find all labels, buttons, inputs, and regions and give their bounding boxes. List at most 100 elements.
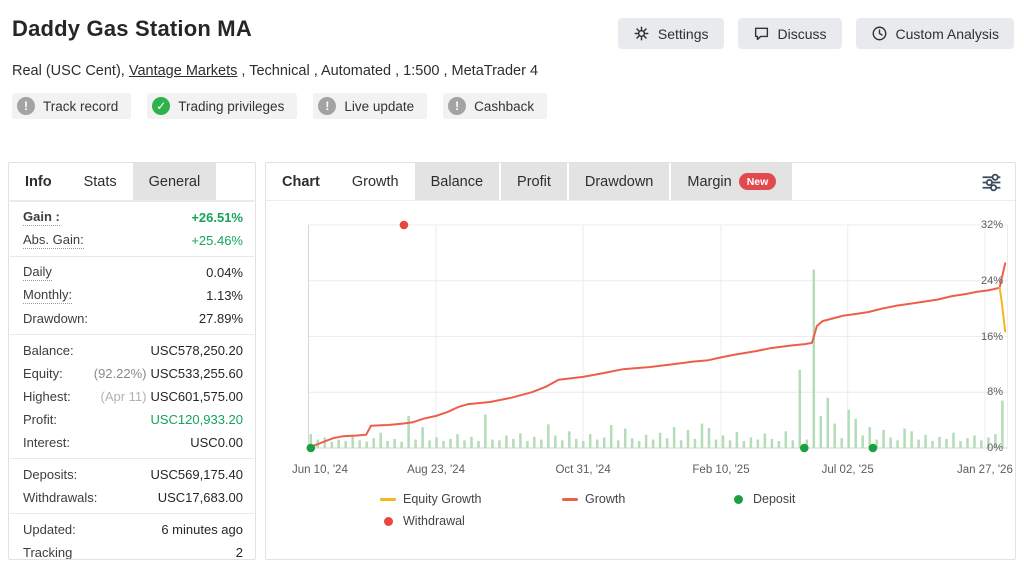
stat-row-equity: Equity: (92.22%) USC533,255.60 — [10, 362, 254, 385]
stat-label: Updated: — [23, 522, 76, 537]
stat-label: Drawdown: — [23, 311, 89, 326]
stat-row-daily: Daily 0.04% — [10, 261, 254, 284]
gear-icon — [633, 25, 650, 42]
gain-group: Gain : +26.51% Abs. Gain: +25.46% — [10, 201, 254, 256]
stat-value: 0.04% — [206, 265, 243, 280]
header-actions: Settings Discuss Custom Analysis — [617, 16, 1014, 49]
discuss-button[interactable]: Discuss — [737, 18, 842, 49]
chart-legend: Equity Growth Growth Deposit Withdrawal — [266, 492, 1015, 534]
stat-value: USC0.00 — [190, 435, 243, 450]
page-title: Daddy Gas Station MA — [12, 16, 252, 41]
legend-label: Equity Growth — [403, 492, 482, 506]
new-badge: New — [738, 173, 777, 190]
stats-tabbar: Info Stats General — [9, 163, 255, 201]
growth-chart[interactable]: 0% 8% 16% 24% 32% — [266, 215, 1011, 458]
stat-label: Highest: — [23, 389, 71, 404]
stat-label[interactable]: Gain : — [23, 209, 60, 226]
badge-track-record[interactable]: ! Track record — [12, 93, 132, 119]
x-tick-label: Jan 27, '26 — [956, 464, 1013, 476]
stat-label[interactable]: Monthly: — [23, 287, 73, 304]
legend-label: Growth — [585, 492, 626, 506]
stat-label: Interest: — [23, 435, 70, 450]
tab-stats[interactable]: Stats — [83, 173, 117, 190]
y-tick-label: 0% — [987, 442, 1003, 454]
custom-analysis-button[interactable]: Custom Analysis — [855, 18, 1014, 49]
page-header: Daddy Gas Station MA Settings Discuss Cu… — [0, 0, 1024, 49]
stat-row-deposits: Deposits: USC569,175.40 — [10, 463, 254, 486]
stat-row-monthly: Monthly: 1.13% — [10, 284, 254, 307]
x-tick-label: Jul 02, '25 — [821, 464, 874, 476]
stat-row-withdrawals: Withdrawals: USC17,683.00 — [10, 486, 254, 509]
tab-info[interactable]: Info — [25, 173, 52, 190]
x-tick-label: Jun 10, '24 — [291, 464, 348, 476]
legend-label: Deposit — [753, 492, 796, 506]
tab-balance[interactable]: Balance — [414, 163, 502, 200]
chart-tabbar: Chart Growth Balance Profit Drawdown Mar… — [266, 163, 1015, 201]
highest-date: (Apr 11) — [100, 389, 147, 404]
tab-drawdown[interactable]: Drawdown — [568, 163, 672, 200]
settings-button[interactable]: Settings — [617, 18, 724, 49]
stat-value: USC533,255.60 — [150, 366, 243, 381]
badge-label: Cashback — [474, 98, 535, 114]
chat-icon — [753, 25, 770, 42]
check-icon: ✓ — [152, 97, 171, 115]
exclamation-icon: ! — [448, 97, 467, 115]
legend-deposit[interactable]: Deposit — [730, 492, 795, 506]
tab-profit[interactable]: Profit — [501, 163, 569, 200]
equity-percent: (92.22%) — [93, 366, 147, 381]
exclamation-icon: ! — [17, 97, 35, 115]
badge-trading-privileges[interactable]: ✓ Trading privileges — [147, 93, 298, 119]
stat-row-highest: Highest: (Apr 11) USC601,575.00 — [10, 385, 254, 408]
badge-live-update[interactable]: ! Live update — [313, 93, 428, 119]
chart-panel: Chart Growth Balance Profit Drawdown Mar… — [265, 162, 1016, 560]
stat-label: Deposits: — [23, 467, 78, 482]
tab-growth[interactable]: Growth — [351, 173, 399, 190]
chart-filter-icon[interactable] — [980, 171, 1003, 199]
stat-label[interactable]: Daily — [23, 264, 52, 281]
x-tick-label: Feb 10, '25 — [692, 464, 750, 476]
stat-value: 2 — [235, 545, 243, 560]
stat-label: Balance: — [23, 343, 74, 358]
clock-icon — [871, 25, 888, 42]
stat-label: Tracking — [23, 545, 73, 560]
custom-analysis-label: Custom Analysis — [895, 25, 999, 42]
discuss-label: Discuss — [777, 25, 827, 42]
growth-plot-svg — [306, 220, 1008, 453]
legend-growth[interactable]: Growth — [562, 492, 625, 506]
stat-row-updated: Updated: 6 minutes ago — [10, 518, 254, 541]
x-axis: Jun 10, '24 Aug 23, '24 Oct 31, '24 Feb 10,… — [292, 462, 1015, 480]
legend-withdrawal[interactable]: Withdrawal — [380, 514, 465, 528]
stat-row-balance: Balance: USC578,250.20 — [10, 339, 254, 362]
badge-label: Track record — [43, 98, 119, 114]
stat-row-abs-gain: Abs. Gain: +25.46% — [10, 229, 254, 252]
stat-value: USC601,575.00 — [150, 389, 243, 404]
legend-equity-growth[interactable]: Equity Growth — [380, 492, 482, 506]
stat-value: USC578,250.20 — [150, 343, 243, 358]
stat-row-drawdown: Drawdown: 27.89% — [10, 307, 254, 330]
tab-margin-label: Margin — [687, 173, 732, 190]
rates-group: Daily 0.04% Monthly: 1.13% Drawdown: 27.… — [10, 256, 254, 334]
stat-label[interactable]: Abs. Gain: — [23, 232, 84, 249]
stat-label: Profit: — [23, 412, 57, 427]
account-type: Real (USC Cent), — [12, 63, 129, 79]
badge-cashback[interactable]: ! Cashback — [443, 93, 548, 119]
stat-label: Withdrawals: — [23, 490, 98, 505]
stat-value: USC569,175.40 — [150, 467, 243, 482]
broker-link[interactable]: Vantage Markets — [128, 63, 238, 79]
stat-value: +25.46% — [191, 233, 243, 248]
tab-chart[interactable]: Chart — [282, 173, 320, 190]
stat-value: USC17,683.00 — [157, 490, 243, 505]
x-tick-label: Aug 23, '24 — [407, 464, 466, 476]
exclamation-icon: ! — [318, 97, 337, 115]
y-tick-label: 24% — [980, 274, 1003, 287]
y-tick-label: 32% — [980, 219, 1003, 231]
stat-row-interest: Interest: USC0.00 — [10, 431, 254, 454]
settings-label: Settings — [657, 25, 709, 42]
stat-row-tracking: Tracking 2 — [10, 541, 254, 560]
x-tick-label: Oct 31, '24 — [555, 464, 611, 476]
badge-label: Live update — [344, 98, 415, 114]
badge-label: Trading privileges — [178, 98, 285, 114]
tab-general[interactable]: General — [132, 163, 219, 200]
tab-margin[interactable]: Margin New — [671, 163, 795, 200]
account-attrs: , Technical , Automated , 1:500 , MetaTr… — [237, 63, 539, 79]
